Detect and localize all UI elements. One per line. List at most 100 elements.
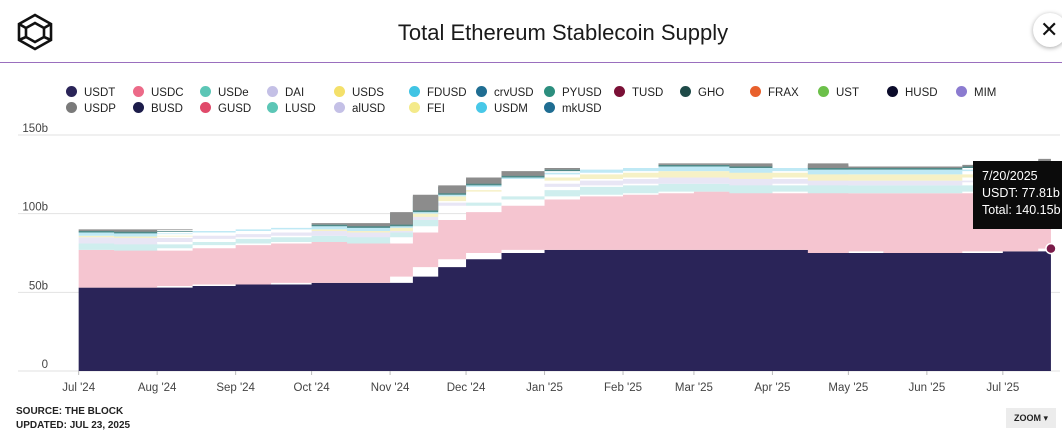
area-usds	[78, 165, 1051, 239]
legend-dot-icon	[680, 86, 691, 97]
legend-dot-icon	[956, 86, 967, 97]
source-label: SOURCE: THE BLOCK	[16, 406, 124, 417]
legend-dot-icon	[334, 102, 345, 113]
legend-row: USDT USDC USDe DAI USDS FDUSD crvUSD PYUSD TUSD G…	[66, 86, 1026, 102]
x-tick-label: Feb '25	[604, 382, 642, 394]
legend-item-pyusd[interactable]: PYUSD	[544, 86, 602, 102]
legend-item-usdc[interactable]: USDC	[133, 86, 184, 102]
legend-item-husd[interactable]: HUSD	[887, 86, 938, 102]
legend-item-crvusd[interactable]: crvUSD	[476, 86, 534, 102]
legend-dot-icon	[267, 102, 278, 113]
x-tick-label: May '25	[828, 382, 868, 394]
legend-item-fdusd[interactable]: FDUSD	[409, 86, 467, 102]
legend-dot-icon	[544, 86, 555, 97]
y-tick-label: 150b	[22, 123, 48, 135]
close-button[interactable]: ✕	[1033, 13, 1062, 47]
legend-label: UST	[836, 87, 859, 99]
x-tick-label: Dec '24	[447, 382, 486, 394]
chart-footer: SOURCE: THE BLOCK UPDATED: JUL 23, 2025	[16, 405, 130, 433]
legend-dot-icon	[614, 86, 625, 97]
legend-item-dai[interactable]: DAI	[267, 86, 304, 102]
legend-label: USDe	[218, 87, 249, 99]
hover-point	[1045, 242, 1057, 255]
legend-label: FEI	[427, 103, 445, 115]
legend-dot-icon	[200, 102, 211, 113]
x-tick-label: Sep '24	[216, 382, 255, 394]
legend-label: crvUSD	[494, 87, 534, 99]
legend-label: HUSD	[905, 87, 938, 99]
legend-dot-icon	[750, 86, 761, 97]
updated-label: UPDATED: JUL 23, 2025	[16, 420, 131, 431]
legend-item-tusd[interactable]: TUSD	[614, 86, 663, 102]
y-tick-label: 50b	[29, 280, 48, 292]
legend-item-mkusd[interactable]: mkUSD	[544, 102, 602, 118]
zoom-button[interactable]: ZOOM ▾	[1006, 408, 1056, 428]
legend-row: USDP BUSD GUSD LUSD alUSD FEI USDM mkUSD	[66, 102, 1026, 118]
legend-label: TUSD	[632, 87, 664, 99]
header-bar: Total Ethereum Stablecoin Supply ✕	[0, 0, 1062, 63]
legend-dot-icon	[818, 86, 829, 97]
tooltip-total: Total: 140.15b	[982, 203, 1061, 217]
y-axis-ticks: 0 50b 100b 150b	[22, 123, 48, 371]
legend-dot-icon	[409, 86, 420, 97]
hover-marker	[1045, 242, 1057, 255]
legend-label: USDM	[494, 103, 528, 115]
legend-dot-icon	[476, 102, 487, 113]
legend-label: FDUSD	[427, 87, 467, 99]
y-tick-label: 0	[42, 359, 48, 371]
legend-item-alusd[interactable]: alUSD	[334, 102, 385, 118]
legend-item-gho[interactable]: GHO	[680, 86, 724, 102]
legend-item-ust[interactable]: UST	[818, 86, 859, 102]
legend-label: USDT	[84, 87, 116, 99]
legend-dot-icon	[476, 86, 487, 97]
legend-item-usdm[interactable]: USDM	[476, 102, 528, 118]
legend-dot-icon	[66, 102, 77, 113]
x-tick-label: Apr '25	[754, 382, 790, 394]
legend-item-frax[interactable]: FRAX	[750, 86, 799, 102]
tooltip-date: 7/20/2025	[982, 169, 1038, 183]
legend-label: USDC	[151, 87, 184, 99]
legend-dot-icon	[66, 86, 77, 97]
legend-item-fei[interactable]: FEI	[409, 102, 445, 118]
legend-label: USDS	[352, 87, 384, 99]
legend-label: BUSD	[151, 103, 183, 115]
legend-item-busd[interactable]: BUSD	[133, 102, 183, 118]
legend-label: FRAX	[768, 87, 799, 99]
area-dai	[78, 171, 1051, 245]
x-tick-label: Jul '24	[62, 382, 95, 394]
legend-label: alUSD	[352, 103, 386, 115]
legend-item-mim[interactable]: MIM	[956, 86, 996, 102]
y-tick-label: 100b	[22, 202, 48, 214]
chart-legend: USDT USDC USDe DAI USDS FDUSD crvUSD PYUSD TUSD G…	[66, 86, 1026, 118]
area-series	[78, 157, 1051, 371]
legend-label: DAI	[285, 87, 305, 99]
legend-item-lusd[interactable]: LUSD	[267, 102, 316, 118]
chart-tooltip: 7/20/2025 USDT: 77.81b Total: 140.15b	[973, 161, 1062, 229]
legend-label: mkUSD	[562, 103, 602, 115]
legend-dot-icon	[200, 86, 211, 97]
legend-item-usds[interactable]: USDS	[334, 86, 384, 102]
tooltip-usdt: USDT: 77.81b	[982, 186, 1060, 200]
legend-dot-icon	[267, 86, 278, 97]
stacked-area-chart: 0 50b 100b 150b Jul '24 Aug '24 Sep '24 Oct '2…	[18, 123, 1060, 394]
legend-label: LUSD	[285, 103, 316, 115]
legend-dot-icon	[334, 86, 345, 97]
area-usdc	[78, 185, 1051, 288]
x-axis-ticks: Jul '24 Aug '24 Sep '24 Oct '24 Nov '24 Dec '…	[62, 371, 1019, 394]
legend-item-usde[interactable]: USDe	[200, 86, 249, 102]
legend-dot-icon	[887, 86, 898, 97]
x-tick-label: Jan '25	[526, 382, 563, 394]
legend-item-usdt[interactable]: USDT	[66, 86, 115, 102]
area-usde	[78, 176, 1051, 251]
legend-dot-icon	[133, 102, 144, 113]
x-tick-label: Aug '24	[138, 382, 177, 394]
chart-title: Total Ethereum Stablecoin Supply	[397, 20, 729, 45]
x-tick-label: Jul '25	[986, 382, 1019, 394]
legend-dot-icon	[133, 86, 144, 97]
legend-dot-icon	[409, 102, 420, 113]
x-tick-label: Nov '24	[371, 382, 410, 394]
legend-item-gusd[interactable]: GUSD	[200, 102, 251, 118]
legend-label: GUSD	[218, 103, 252, 115]
the-block-logo-icon	[17, 13, 53, 51]
legend-item-usdp[interactable]: USDP	[66, 102, 116, 118]
